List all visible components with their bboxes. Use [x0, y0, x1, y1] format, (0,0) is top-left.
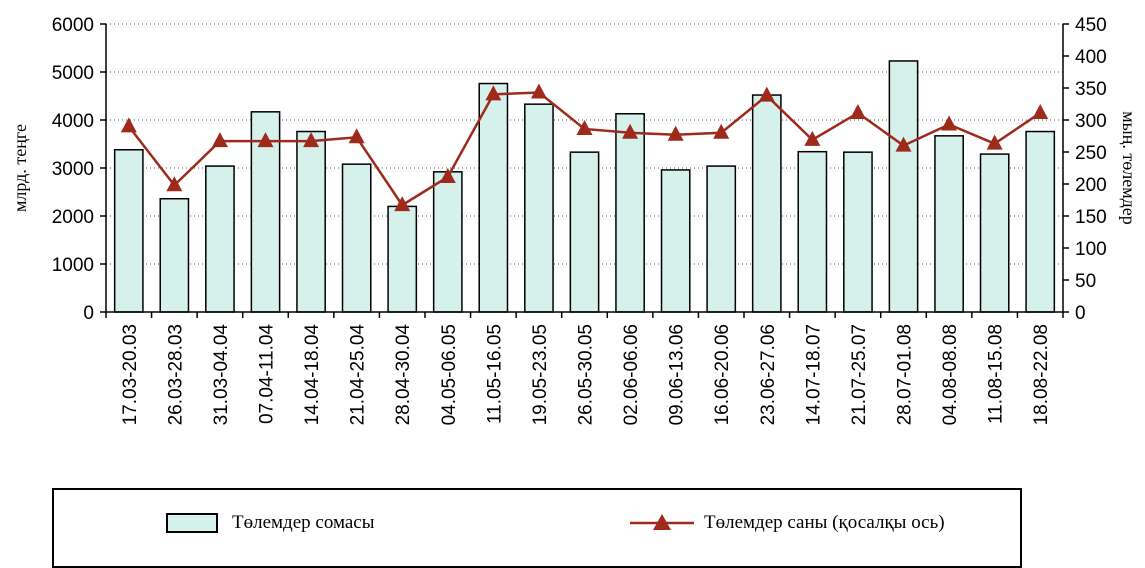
legend: Төлемдер сомасы Төлемдер саны (қосалқы о… — [52, 488, 1022, 568]
bar — [478, 82, 509, 313]
right-axis-title: мың. төлемдер — [1119, 111, 1139, 225]
line-marker — [667, 125, 684, 141]
x-tick-label: 21.07-25.07 — [849, 324, 870, 425]
chart-svg: 0 1000 2000 3000 4000 5000 6000 0 50 100 150 200 25… — [10, 15, 1139, 426]
x-tick-label: 23.06-27.06 — [758, 324, 779, 425]
x-axis-ticks: 17.03-20.03 26.03-28.03 31.03-04.04 07.04-1… — [105, 312, 1064, 426]
line-marker — [622, 123, 639, 139]
line-marker — [576, 119, 593, 135]
left-axis-title: млрд. теңге — [10, 124, 30, 212]
left-tick-label: 3000 — [52, 159, 94, 180]
line-marker — [849, 103, 866, 119]
bar — [843, 151, 873, 313]
legend-line-label: Төлемдер саны (қосалқы ось) — [704, 512, 945, 533]
line-marker — [713, 123, 730, 139]
line-marker — [986, 134, 1003, 150]
bar — [296, 130, 326, 313]
x-tick-label: 04.05-06.05 — [439, 324, 460, 425]
x-tick-label: 26.03-28.03 — [165, 324, 186, 425]
bar — [569, 151, 600, 313]
right-tick-label: 250 — [1075, 143, 1107, 164]
line-marker — [303, 132, 320, 148]
x-tick-label: 04.08-08.08 — [940, 324, 961, 425]
bar — [524, 103, 554, 313]
x-tick-label: 28.07-01.08 — [895, 324, 916, 425]
right-tick-label: 50 — [1075, 271, 1096, 292]
line-marker — [485, 85, 502, 101]
x-tick-label: 31.03-04.04 — [211, 324, 232, 426]
x-tick-label: 18.08-22.08 — [1031, 324, 1052, 425]
right-tick-label: 150 — [1075, 207, 1107, 228]
right-tick-label: 350 — [1075, 79, 1107, 100]
bar — [205, 165, 235, 313]
legend-bar-label: Төлемдер сомасы — [232, 512, 375, 533]
bar — [979, 153, 1010, 313]
left-tick-label: 6000 — [52, 15, 94, 36]
right-axis-ticks: 0 50 100 150 200 250 300 350 400 450 — [1063, 15, 1107, 324]
bar — [751, 94, 782, 313]
x-tick-label: 17.03-20.03 — [120, 324, 141, 425]
legend-line-swatch — [630, 514, 694, 530]
line-marker — [394, 196, 411, 212]
right-tick-label: 400 — [1075, 47, 1107, 68]
right-tick-label: 200 — [1075, 175, 1107, 196]
right-tick-label: 300 — [1075, 111, 1107, 132]
x-tick-label: 21.04-25.04 — [348, 324, 369, 426]
line-marker — [1032, 103, 1049, 119]
bar — [706, 165, 737, 313]
legend-bar-swatch — [166, 513, 218, 533]
x-tick-label: 19.05-23.05 — [530, 324, 551, 425]
bar-series — [113, 60, 1056, 313]
left-tick-label: 5000 — [52, 63, 94, 84]
left-tick-label: 1000 — [52, 255, 94, 276]
line-marker — [166, 176, 183, 192]
x-tick-label: 28.04-30.04 — [393, 324, 414, 426]
left-axis-ticks: 0 1000 2000 3000 4000 5000 6000 — [52, 15, 106, 324]
bar — [432, 171, 463, 313]
bar — [660, 169, 691, 313]
line-marker — [439, 167, 456, 183]
bar — [113, 149, 144, 313]
bar — [387, 205, 418, 313]
bar — [797, 150, 828, 313]
x-tick-label: 09.06-13.06 — [667, 324, 688, 425]
line-marker — [348, 128, 365, 144]
bar — [1025, 130, 1056, 313]
line-marker — [257, 132, 274, 148]
x-tick-label: 16.06-20.06 — [712, 324, 733, 425]
line-marker — [120, 117, 137, 133]
right-tick-label: 450 — [1075, 15, 1107, 36]
left-tick-label: 2000 — [52, 207, 94, 228]
x-tick-label: 14.04-18.04 — [302, 324, 323, 426]
line-marker — [804, 130, 821, 146]
right-tick-label: 0 — [1075, 303, 1086, 324]
line-marker — [895, 136, 912, 152]
bar — [888, 60, 919, 313]
left-tick-label: 0 — [83, 303, 94, 324]
bar — [341, 163, 372, 313]
line-marker — [530, 83, 547, 99]
left-tick-label: 4000 — [52, 111, 94, 132]
line-marker — [758, 86, 775, 102]
bar — [159, 197, 190, 313]
x-tick-label: 11.05-16.05 — [484, 324, 505, 424]
line-marker — [941, 115, 958, 131]
bar — [934, 135, 964, 313]
line-marker — [211, 132, 228, 148]
right-tick-label: 100 — [1075, 239, 1107, 260]
x-tick-label: 14.07-18.07 — [803, 324, 824, 425]
legend-item-bars: Төлемдер сомасы — [166, 512, 375, 534]
x-tick-label: 07.04-11.04 — [257, 324, 278, 424]
x-tick-label: 02.06-06.06 — [621, 324, 642, 425]
line-series — [120, 83, 1049, 212]
bar — [615, 113, 645, 313]
legend-item-line: Төлемдер саны (қосалқы ось) — [630, 512, 945, 534]
x-tick-label: 26.05-30.05 — [576, 324, 597, 425]
x-tick-label: 11.08-15.08 — [986, 324, 1007, 424]
